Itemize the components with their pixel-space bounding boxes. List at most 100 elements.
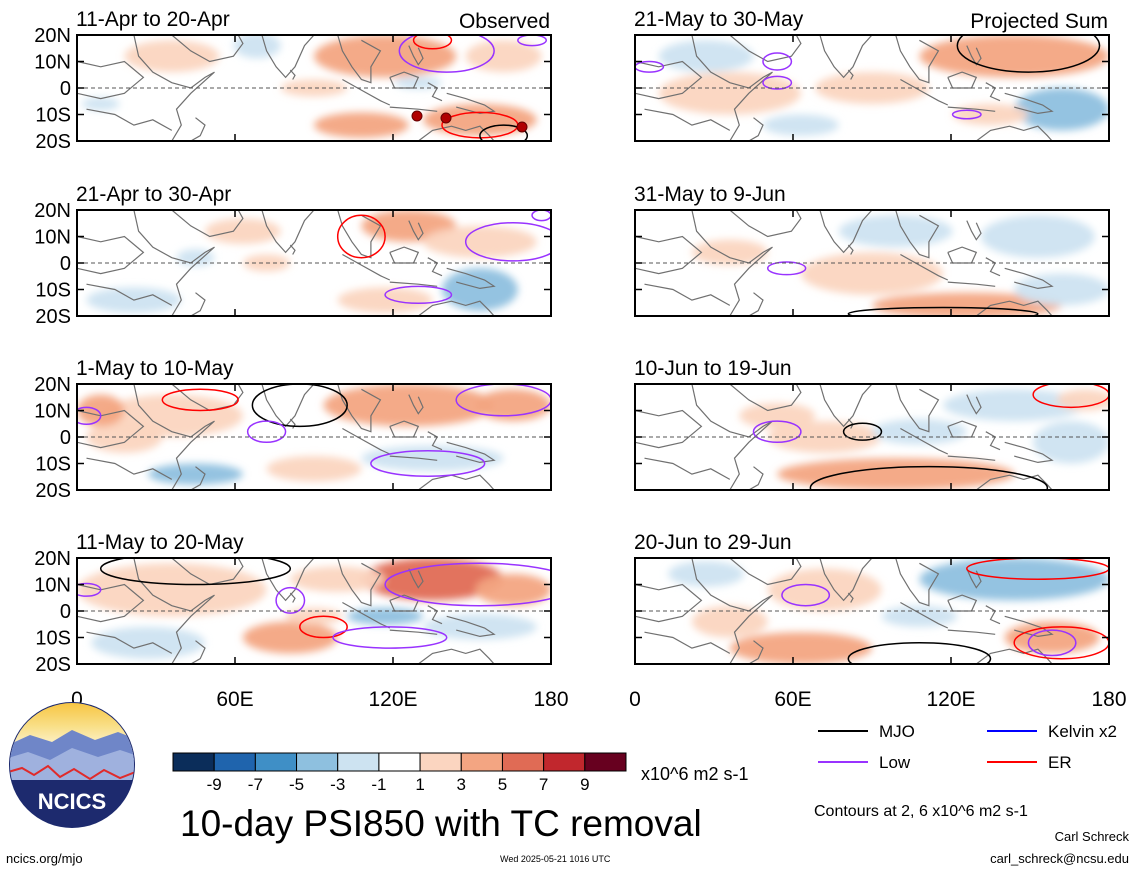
coastline — [427, 82, 443, 102]
panel-tag: Projected Sum — [970, 10, 1108, 33]
coastline — [261, 35, 315, 79]
shading-blob — [266, 456, 362, 482]
coastline — [819, 558, 873, 602]
author: Carl Schreck — [1054, 829, 1129, 844]
lat-label: 20N — [34, 200, 71, 222]
lat-label: 20N — [34, 374, 71, 396]
shading-blob — [881, 605, 958, 627]
contour-line — [966, 558, 1109, 580]
shading-blob — [314, 35, 457, 78]
coastline — [975, 300, 1053, 316]
shading-blob — [285, 607, 343, 625]
coastline — [417, 474, 495, 490]
contour-line — [384, 285, 453, 305]
coastline — [819, 384, 873, 428]
lon-label: 180 — [533, 688, 568, 711]
map-panel: 10-Jun to 19-Jun — [634, 357, 1110, 491]
coastline — [133, 384, 215, 490]
coastline — [748, 292, 764, 316]
shading-blob — [668, 561, 745, 587]
coastline — [729, 558, 802, 586]
coastline — [337, 384, 382, 433]
shading-blob — [691, 239, 768, 266]
shading-blob — [838, 215, 953, 248]
colorbar-label: -5 — [289, 775, 304, 794]
contour-line — [762, 52, 793, 71]
lat-label: 0 — [60, 601, 71, 623]
contour-line — [842, 422, 883, 441]
contour-line — [956, 35, 1101, 73]
coastline — [417, 300, 495, 316]
coastline — [691, 384, 773, 490]
contour-line — [251, 384, 348, 428]
coastline — [1004, 92, 1054, 115]
coastline — [261, 558, 315, 602]
coastline — [408, 568, 424, 589]
colorbar-label: -9 — [207, 775, 222, 794]
contour-line — [412, 35, 453, 50]
coastline — [644, 108, 731, 131]
lat-label: 10S — [35, 105, 71, 127]
colorbar-swatch — [543, 752, 586, 772]
map-panel: 21-May to 30-May Projected Sum — [634, 8, 1110, 142]
coastline — [86, 457, 173, 480]
coastline — [190, 292, 206, 316]
shading-blob — [762, 114, 839, 136]
lat-label: 0 — [60, 427, 71, 449]
coastline — [289, 244, 296, 255]
shading-blob — [475, 573, 551, 606]
coastline — [947, 420, 978, 438]
shading-blob — [204, 218, 281, 244]
coastline — [966, 220, 982, 241]
coastline — [408, 220, 424, 241]
shading-blob — [981, 215, 1095, 258]
coastline — [635, 60, 703, 100]
shading-blob — [81, 97, 120, 111]
colorbar-swatch — [254, 752, 298, 772]
lon-label: 0 — [71, 688, 83, 711]
contour-line — [275, 586, 306, 614]
psi-shading — [691, 215, 1109, 316]
coastline — [966, 394, 982, 415]
tc-marker-icon — [516, 121, 528, 133]
colorbar-swatch — [419, 752, 462, 772]
coastline — [86, 108, 173, 131]
lat-label: 10N — [34, 227, 71, 249]
legend: MJO Kelvin x2 Low ER — [818, 722, 1117, 772]
contour-line — [246, 420, 287, 444]
coastline — [261, 384, 315, 428]
timestamp: Wed 2025-05-21 1016 UTC — [500, 854, 611, 864]
colorbar-label: 9 — [580, 775, 589, 794]
psi-shading — [739, 389, 1109, 490]
shading-blob — [1014, 88, 1109, 131]
shading-blob — [658, 40, 754, 73]
panel-period: 21-May to 30-May — [634, 8, 804, 31]
map-panel: 20N 10N 0 10S 20S 11-May to 20-May 0 60E 120E 180 — [34, 531, 568, 711]
panel-period: 31-May to 9-Jun — [634, 183, 786, 206]
colorbar-label: 7 — [539, 775, 548, 794]
coastline — [900, 78, 949, 106]
contour-line — [847, 642, 992, 664]
coastline — [389, 281, 438, 287]
coastline — [389, 420, 420, 438]
shading-blob — [77, 394, 125, 427]
coastline — [900, 253, 949, 281]
coastline — [985, 257, 1001, 277]
coastline — [389, 106, 438, 112]
shading-blob — [314, 112, 409, 138]
lat-label: 10S — [35, 280, 71, 302]
lat-label: 10S — [35, 454, 71, 476]
contour-line — [336, 214, 386, 259]
contour-line — [766, 261, 807, 276]
tc-markers — [411, 110, 528, 133]
panel-period: 11-Apr to 20-Apr — [76, 8, 230, 31]
lat-label: 10S — [35, 628, 71, 650]
colorbar-swatch — [337, 752, 380, 772]
shading-blob — [1014, 273, 1109, 306]
colorbar-swatch — [460, 752, 503, 772]
coastline — [190, 117, 206, 141]
shading-blob — [943, 389, 1086, 422]
site-link[interactable]: ncics.org/mjo — [6, 851, 83, 866]
shading-blob — [361, 445, 504, 471]
lat-label: 20S — [35, 480, 71, 502]
